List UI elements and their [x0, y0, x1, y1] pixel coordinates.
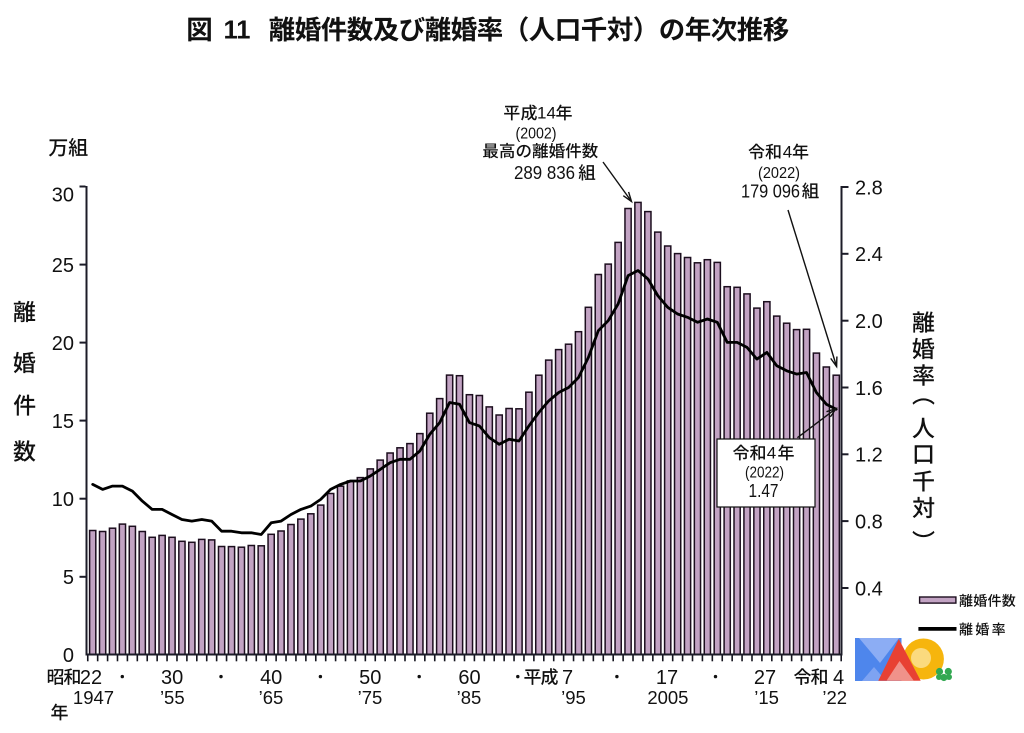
svg-text:179 096: 179 096 [741, 180, 800, 201]
svg-text:4: 4 [767, 444, 776, 463]
svg-text:5: 5 [63, 567, 74, 589]
svg-text:14: 14 [537, 104, 556, 123]
svg-text:4: 4 [783, 143, 792, 162]
svg-text:40: 40 [260, 667, 282, 689]
svg-text:’65: ’65 [259, 687, 284, 708]
svg-text:’85: ’85 [457, 687, 482, 708]
svg-text:50: 50 [359, 667, 381, 689]
svg-text:0.8: 0.8 [855, 511, 883, 533]
svg-text:1.2: 1.2 [855, 445, 883, 467]
svg-text:7: 7 [562, 667, 573, 689]
svg-text:17: 17 [656, 667, 678, 689]
svg-text:289 836: 289 836 [514, 162, 575, 183]
svg-text:’75: ’75 [358, 687, 383, 708]
svg-text:30: 30 [161, 667, 183, 689]
svg-text:60: 60 [458, 667, 480, 689]
svg-text:22: 22 [80, 667, 102, 689]
svg-text:20: 20 [52, 333, 74, 355]
svg-text:1.47: 1.47 [749, 481, 779, 501]
svg-text:4: 4 [833, 667, 844, 689]
svg-text:(2002): (2002) [516, 125, 557, 142]
svg-text:(2022): (2022) [758, 165, 800, 182]
svg-text:2005: 2005 [647, 687, 688, 708]
svg-text:2.4: 2.4 [855, 244, 883, 266]
svg-text:’15: ’15 [754, 687, 779, 708]
svg-text:11: 11 [224, 15, 251, 45]
svg-text:10: 10 [52, 489, 74, 511]
svg-text:2.8: 2.8 [855, 177, 883, 199]
svg-text:0: 0 [63, 645, 74, 667]
svg-text:15: 15 [52, 411, 74, 433]
svg-text:1.6: 1.6 [855, 378, 883, 400]
svg-text:’95: ’95 [561, 687, 586, 708]
svg-text:27: 27 [754, 667, 776, 689]
svg-text:’55: ’55 [160, 687, 185, 708]
svg-text:(2022): (2022) [745, 465, 784, 482]
svg-text:0.4: 0.4 [855, 578, 883, 600]
svg-text:25: 25 [52, 255, 74, 277]
svg-text:30: 30 [52, 184, 74, 206]
svg-text:2.0: 2.0 [855, 311, 883, 333]
svg-text:1947: 1947 [73, 687, 114, 708]
svg-text:’22: ’22 [822, 687, 847, 708]
